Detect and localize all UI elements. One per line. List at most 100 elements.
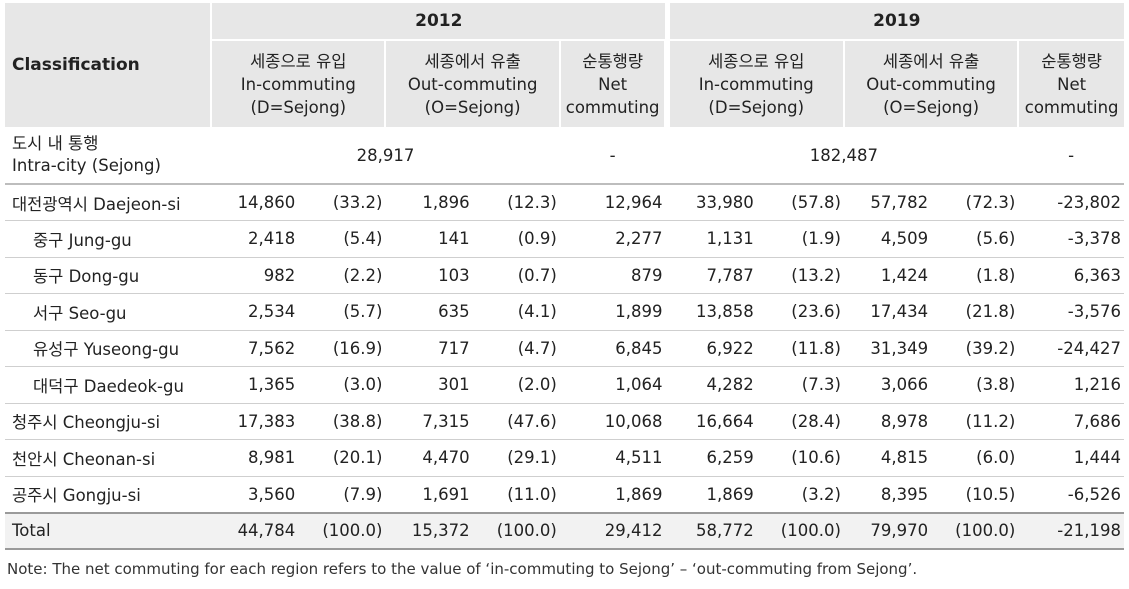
row-label: 청주시 Cheongju-si <box>5 402 212 440</box>
cell-in12p: (3.0) <box>298 366 386 404</box>
header-line: 순통행량 <box>1041 51 1102 71</box>
cell-in19: 13,858 <box>669 293 757 331</box>
cell-out12p: (12.3) <box>472 184 560 221</box>
cell-in19p: (23.6) <box>756 293 844 331</box>
year-2019-header: 2019 <box>669 3 1124 41</box>
cell-in19: 58,772 <box>669 511 757 550</box>
cell-in12p: (20.1) <box>298 439 386 477</box>
total-row: Total 44,784 (100.0) 15,372 (100.0) 29,412 58,… <box>5 511 1124 550</box>
header-line: Net <box>1057 74 1087 94</box>
cell-out19: 1,424 <box>843 257 932 294</box>
column-separator <box>665 184 670 221</box>
cell-out12: 7,315 <box>385 402 473 440</box>
row-label: 서구 Seo-gu <box>5 293 212 331</box>
cell-in19p: (57.8) <box>756 184 844 221</box>
row-label: 유성구 Yuseong-gu <box>5 330 212 367</box>
header-line: Out-commuting <box>866 74 996 94</box>
cell-in19p: (1.9) <box>756 220 844 258</box>
header-line: (D=Sejong) <box>708 97 805 117</box>
in-commuting-2019-header: 세종으로 유입 In-commuting (D=Sejong) <box>669 40 845 127</box>
cell-out19p: (72.3) <box>931 184 1019 221</box>
column-separator <box>665 293 670 331</box>
cell-net19: 6,363 <box>1018 257 1124 294</box>
cell-in12p: (5.7) <box>298 293 386 331</box>
header-line: 세종으로 유입 <box>250 51 347 71</box>
table-row: 천안시 Cheonan-si 8,981 (20.1) 4,470 (29.1) 4,51… <box>5 439 1124 477</box>
row-label: 대전광역시 Daejeon-si <box>5 184 212 221</box>
cell-in12: 14,860 <box>211 184 299 221</box>
cell-in19p: (28.4) <box>756 402 844 440</box>
cell-net12: 10,068 <box>559 402 666 440</box>
row-label: Total <box>5 511 212 550</box>
out-commuting-2012-header: 세종에서 유출 Out-commuting (O=Sejong) <box>385 40 561 127</box>
cell-in12: 8,981 <box>211 439 299 477</box>
table-row: 대덕구 Daedeok-gu 1,365 (3.0) 301 (2.0) 1,064 4,2… <box>5 366 1124 404</box>
cell-out19p: (3.8) <box>931 366 1019 404</box>
column-separator <box>665 511 670 550</box>
cell-out19: 4,815 <box>843 439 932 477</box>
table-body: 도시 내 통행 Intra-city (Sejong) 28,917 - 182… <box>5 127 1124 550</box>
net-commuting-2012-header: 순통행량 Net commuting <box>559 40 667 127</box>
out-commuting-2019-header: 세종에서 유출 Out-commuting (O=Sejong) <box>843 40 1020 127</box>
cell-in19p: (10.6) <box>756 439 844 477</box>
header-line: commuting <box>1024 97 1119 117</box>
row-label: 도시 내 통행 Intra-city (Sejong) <box>5 127 212 185</box>
cell-out19: 3,066 <box>843 366 932 404</box>
cell-in12: 44,784 <box>211 511 299 550</box>
cell-in19: 33,980 <box>669 184 757 221</box>
cell-in12p: (100.0) <box>298 511 386 550</box>
row-label: 대덕구 Daedeok-gu <box>5 366 212 404</box>
cell-out12: 1,896 <box>385 184 473 221</box>
cell-out12p: (0.7) <box>472 257 560 294</box>
cell-in19: 4,282 <box>669 366 757 404</box>
cell-in19: 6,259 <box>669 439 757 477</box>
cell-in12: 7,562 <box>211 330 299 367</box>
table-row: 대전광역시 Daejeon-si 14,860 (33.2) 1,896 (12.3) 1… <box>5 184 1124 221</box>
cell-in12: 17,383 <box>211 402 299 440</box>
cell-in12p: (16.9) <box>298 330 386 367</box>
intra-city-2012-net: - <box>559 127 666 185</box>
cell-out19: 57,782 <box>843 184 932 221</box>
row-label: 동구 Dong-gu <box>5 257 212 294</box>
header-line: 세종으로 유입 <box>708 51 805 71</box>
cell-net19: -3,378 <box>1018 220 1124 258</box>
year-2012-header: 2012 <box>211 3 666 41</box>
header-line: 세종에서 유출 <box>882 51 980 71</box>
cell-in19p: (13.2) <box>756 257 844 294</box>
table-row: 청주시 Cheongju-si 17,383 (38.8) 7,315 (47.6) 10… <box>5 402 1124 440</box>
header-line: In-commuting <box>698 74 814 94</box>
cell-in19p: (100.0) <box>756 511 844 550</box>
cell-net19: -21,198 <box>1018 511 1124 550</box>
column-separator <box>665 3 670 127</box>
cell-in19: 1,869 <box>669 475 757 513</box>
row-label: 중구 Jung-gu <box>5 220 212 258</box>
header-line: 세종에서 유출 <box>424 51 521 71</box>
cell-out12p: (29.1) <box>472 439 560 477</box>
cell-in19p: (3.2) <box>756 475 844 513</box>
intra-city-2019-value: 182,487 <box>669 127 1019 185</box>
cell-out12: 15,372 <box>385 511 473 550</box>
header-line: Net <box>598 74 628 94</box>
cell-in12p: (38.8) <box>298 402 386 440</box>
classification-header: Classification <box>5 3 213 127</box>
cell-net19: -24,427 <box>1018 330 1124 367</box>
cell-out19p: (39.2) <box>931 330 1019 367</box>
table-row: 공주시 Gongju-si 3,560 (7.9) 1,691 (11.0) 1,869 1… <box>5 475 1124 513</box>
cell-out19p: (1.8) <box>931 257 1019 294</box>
cell-in12: 3,560 <box>211 475 299 513</box>
table-row: 유성구 Yuseong-gu 7,562 (16.9) 717 (4.7) 6,845 6,… <box>5 330 1124 367</box>
cell-out12p: (2.0) <box>472 366 560 404</box>
cell-net19: 7,686 <box>1018 402 1124 440</box>
header-line: (D=Sejong) <box>250 97 347 117</box>
table-note: Note: The net commuting for each region … <box>7 560 918 578</box>
table-row: 서구 Seo-gu 2,534 (5.7) 635 (4.1) 1,899 13,858 (2… <box>5 293 1124 331</box>
cell-net12: 1,064 <box>559 366 666 404</box>
in-commuting-2012-header: 세종으로 유입 In-commuting (D=Sejong) <box>211 40 387 127</box>
cell-out19: 8,978 <box>843 402 932 440</box>
table-header: Classification 2012 2019 세종으로 유입 In-comm… <box>5 3 1124 127</box>
header-line: In-commuting <box>240 74 356 94</box>
cell-out19: 4,509 <box>843 220 932 258</box>
cell-net19: -6,526 <box>1018 475 1124 513</box>
cell-net19: -3,576 <box>1018 293 1124 331</box>
